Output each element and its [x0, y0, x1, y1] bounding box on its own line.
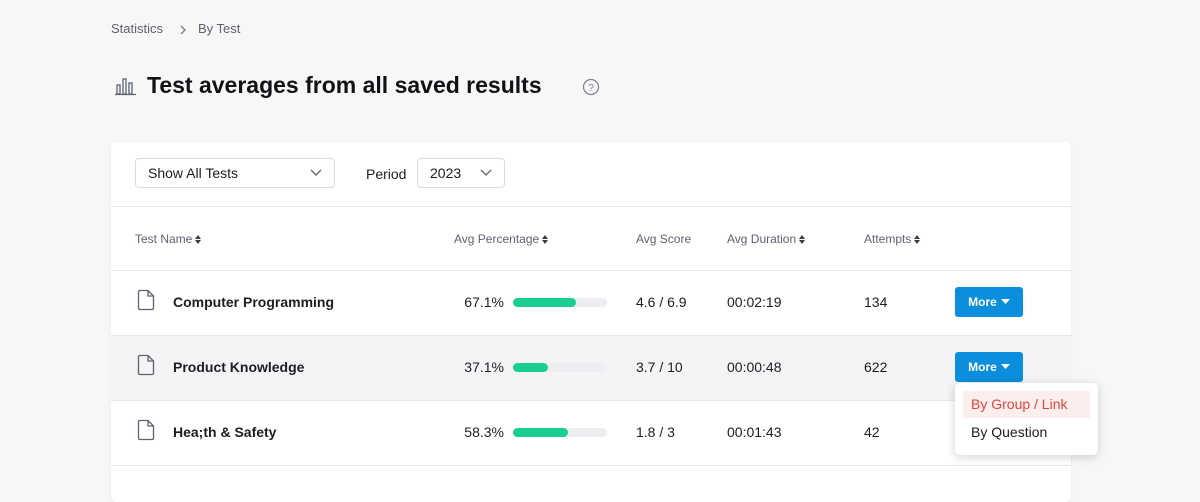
avg-score: 4.6 / 6.9	[636, 294, 687, 310]
attempts: 622	[864, 359, 888, 375]
avg-duration: 00:01:43	[727, 424, 782, 440]
stats-icon	[115, 78, 136, 96]
more-button-text: More	[968, 295, 997, 309]
divider	[111, 465, 1071, 466]
help-icon[interactable]: ?	[582, 78, 600, 96]
column-header-text: Avg Duration	[727, 232, 797, 246]
divider	[111, 400, 1071, 401]
doc-icon	[137, 419, 155, 441]
column-header: Avg Score	[636, 232, 691, 246]
card	[111, 142, 1071, 502]
divider	[111, 270, 1071, 271]
more-button[interactable]: More	[955, 352, 1023, 382]
more-button-text: More	[968, 360, 997, 374]
column-header-text: Avg Score	[636, 232, 692, 246]
breadcrumb-current: By Test	[198, 21, 241, 36]
progress-track	[513, 428, 607, 437]
dropdown-item[interactable]: By Group / Link	[963, 391, 1090, 418]
doc-icon	[137, 289, 155, 311]
doc-icon-wrap	[137, 419, 155, 446]
avg-duration: 00:02:19	[727, 294, 782, 310]
sort-icon	[914, 234, 921, 244]
breadcrumb-separator	[180, 25, 186, 35]
svg-text:?: ?	[588, 83, 594, 94]
column-header[interactable]: Attempts	[864, 232, 921, 246]
more-button[interactable]: More	[955, 287, 1023, 317]
chevron	[480, 169, 492, 176]
doc-icon	[137, 354, 155, 376]
sort-icon	[542, 234, 549, 244]
period-select[interactable]: 2023	[417, 158, 505, 188]
page-title: Test averages from all saved results	[147, 72, 542, 98]
test-name[interactable]: Product Knowledge	[173, 359, 305, 375]
column-header-text: Test Name	[135, 232, 193, 246]
avg-duration: 00:00:48	[727, 359, 782, 375]
divider	[111, 335, 1071, 336]
breadcrumb-link[interactable]: Statistics	[111, 21, 164, 36]
test-name[interactable]: Hea;th & Safety	[173, 424, 277, 440]
doc-icon-wrap	[137, 289, 155, 316]
doc-icon-wrap	[137, 354, 155, 381]
attempts: 42	[864, 424, 880, 440]
attempts: 134	[864, 294, 888, 310]
progress-bar	[513, 298, 577, 307]
percentage-label: 58.3%	[464, 424, 504, 440]
column-header[interactable]: Avg Duration	[727, 232, 806, 246]
progress-bar	[513, 428, 568, 437]
percentage-label: 67.1%	[464, 294, 504, 310]
progress-track	[513, 363, 607, 372]
column-header[interactable]: Avg Percentage	[454, 232, 549, 246]
column-header-text: Avg Percentage	[454, 232, 540, 246]
dropdown-menu: By Group / Link By Question	[955, 383, 1098, 455]
select-text: Show All Tests	[148, 165, 239, 181]
sort-icon	[799, 234, 806, 244]
divider	[111, 206, 1071, 207]
select-text: 2023	[430, 165, 462, 181]
chevron	[310, 169, 322, 176]
dropdown-item[interactable]: By Question	[971, 424, 1048, 440]
test-name[interactable]: Computer Programming	[173, 294, 335, 310]
caret	[1000, 299, 1010, 304]
sort-icon	[195, 234, 202, 244]
progress-track	[513, 298, 607, 307]
caret	[1000, 364, 1010, 369]
column-header-text: Attempts	[864, 232, 912, 246]
test-select[interactable]: Show All Tests	[135, 158, 335, 188]
column-header[interactable]: Test Name	[135, 232, 202, 246]
period-label: Period	[366, 166, 407, 182]
avg-score: 1.8 / 3	[636, 424, 675, 440]
progress-bar	[513, 363, 548, 372]
page: Statistics By Test Test averages from al…	[111, 21, 1098, 466]
percentage-label: 37.1%	[464, 359, 504, 375]
avg-score: 3.7 / 10	[636, 359, 683, 375]
